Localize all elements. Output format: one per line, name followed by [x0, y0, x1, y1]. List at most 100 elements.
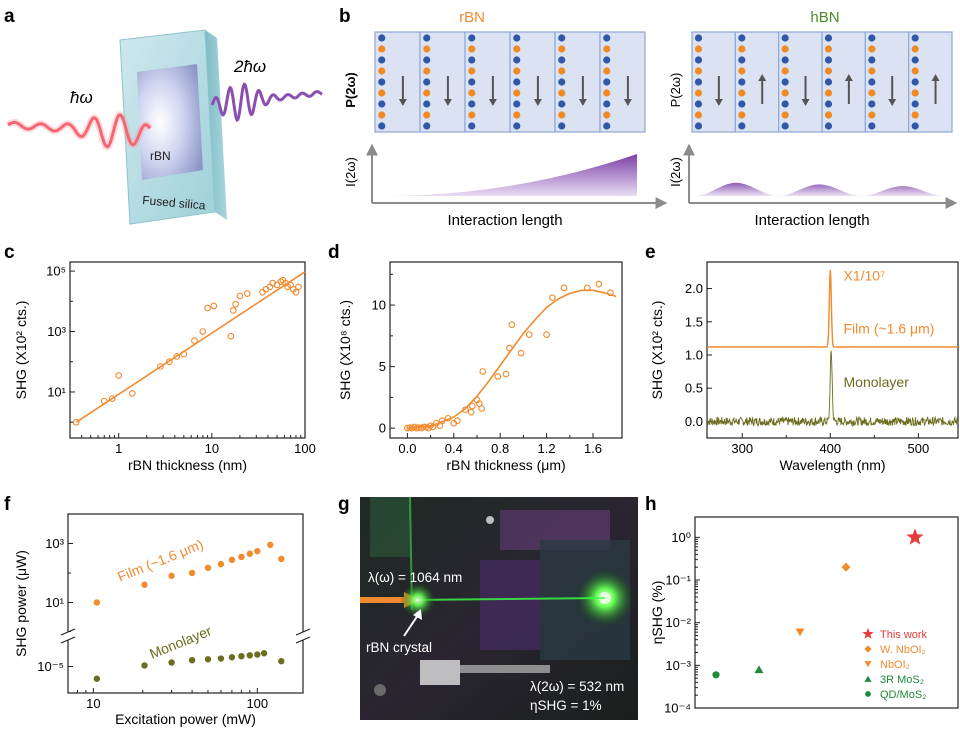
data-point — [260, 650, 268, 657]
data-point — [210, 302, 218, 310]
atom — [868, 34, 876, 42]
atom — [824, 56, 833, 64]
fused-silica-label: Fused silica — [142, 193, 207, 212]
series-label-film: Film (~1.6 μm) — [844, 321, 935, 337]
legend-label: W. NbOI₂ — [880, 644, 926, 656]
polarization-label-right: P(2ω) — [668, 73, 683, 108]
y-tick-label: 10³ — [45, 536, 64, 551]
x-tick-label: 1.6 — [584, 441, 602, 456]
data-point — [100, 397, 108, 405]
data-point — [93, 675, 101, 682]
atom — [378, 111, 386, 119]
x-axis-label: rBN thickness (nm) — [128, 457, 247, 473]
y-tick-label: 5 — [379, 359, 386, 374]
atom — [738, 111, 746, 119]
atom — [513, 34, 521, 42]
series-label-film: Film (~1.6 μm) — [115, 536, 205, 585]
y-tick-label: 10⁵ — [46, 264, 66, 279]
panel-letter-h: h — [645, 494, 657, 515]
panel-g-photo: λ(ω) = 1064 nm rBN crystal λ(2ω) = 532 n… — [360, 496, 638, 720]
atom — [558, 89, 566, 97]
data-point — [246, 652, 254, 659]
atom — [513, 122, 521, 130]
legend-marker — [864, 661, 872, 668]
panel-b-schematic: rBN hBN P(2ω) P(2ω) I(2ω) I(2ω) Interact… — [343, 9, 958, 229]
data-point — [278, 658, 285, 665]
polarization-arrowhead — [398, 99, 407, 106]
data-point — [227, 332, 235, 340]
data-point — [246, 550, 254, 557]
atom — [423, 67, 431, 75]
legend-label: 3R MoS₂ — [880, 674, 924, 686]
panel-letter-d: d — [328, 242, 340, 263]
atom — [603, 67, 611, 75]
atom — [911, 45, 919, 53]
y-tick-label: 1.0 — [685, 347, 703, 362]
crystal-glow — [400, 582, 436, 618]
atom — [738, 89, 746, 97]
data-point — [841, 562, 851, 572]
chart-c: 1 10 100 10¹ 10³ 10⁵ rBN thickness (nm) SHG (X1… — [13, 261, 316, 473]
atom — [558, 111, 566, 119]
data-point — [141, 581, 148, 588]
data-point — [479, 368, 487, 375]
data-point — [754, 665, 764, 674]
data-point — [204, 656, 212, 663]
legend-marker — [864, 645, 872, 653]
series-line — [707, 269, 958, 348]
x-tick-label: 1 — [115, 441, 122, 456]
scale-note: X1/10⁷ — [844, 268, 886, 284]
polarization-arrowhead — [931, 74, 940, 81]
polarization-arrowhead — [488, 99, 497, 106]
atom — [911, 78, 919, 86]
atom — [603, 111, 611, 119]
x-tick-label: 10 — [86, 696, 100, 711]
data-point — [168, 572, 175, 580]
atom — [738, 78, 746, 86]
data-point — [232, 300, 239, 308]
data-point — [217, 655, 225, 662]
atom — [824, 89, 833, 97]
plot-frame — [67, 513, 304, 694]
panel-letter-a: a — [4, 6, 15, 27]
atom — [423, 122, 431, 130]
data-point — [269, 279, 277, 287]
data-point — [292, 288, 300, 296]
atom — [868, 67, 876, 75]
data-point — [93, 599, 101, 606]
interaction-length-label-left: Interaction length — [447, 212, 562, 229]
data-point — [560, 284, 568, 292]
atom — [868, 89, 876, 97]
axis-break-mark — [60, 636, 76, 644]
legend-label: QD/MoS₂ — [880, 689, 926, 701]
fundamental-beam-glow — [6, 111, 153, 151]
y-axis-label: ηSHG (%) — [649, 581, 665, 645]
atom — [513, 45, 521, 53]
plot-frame — [389, 261, 623, 439]
legend-label: This work — [880, 629, 928, 641]
atom — [694, 56, 703, 64]
y-axis-label: SHG power (μW) — [13, 550, 29, 657]
atom — [781, 89, 789, 97]
data-point — [453, 417, 461, 425]
atom — [694, 122, 703, 130]
hbn-oscillation-area — [695, 182, 945, 196]
atom — [468, 122, 476, 130]
atom — [824, 78, 833, 86]
data-point — [236, 292, 244, 300]
x-axis-label: Wavelength (nm) — [779, 457, 885, 473]
atom — [824, 122, 833, 130]
atom — [911, 100, 919, 108]
output-wavelength-label: λ(2ω) = 532 nm — [530, 679, 624, 694]
atom — [911, 67, 919, 75]
intensity-label-right: I(2ω) — [668, 157, 683, 187]
series-label-monolayer: Monolayer — [147, 622, 214, 661]
data-point — [712, 671, 720, 679]
atom — [868, 56, 876, 64]
series-line — [706, 350, 959, 428]
atom — [738, 56, 746, 64]
atom — [603, 45, 611, 53]
data-point — [607, 289, 614, 297]
